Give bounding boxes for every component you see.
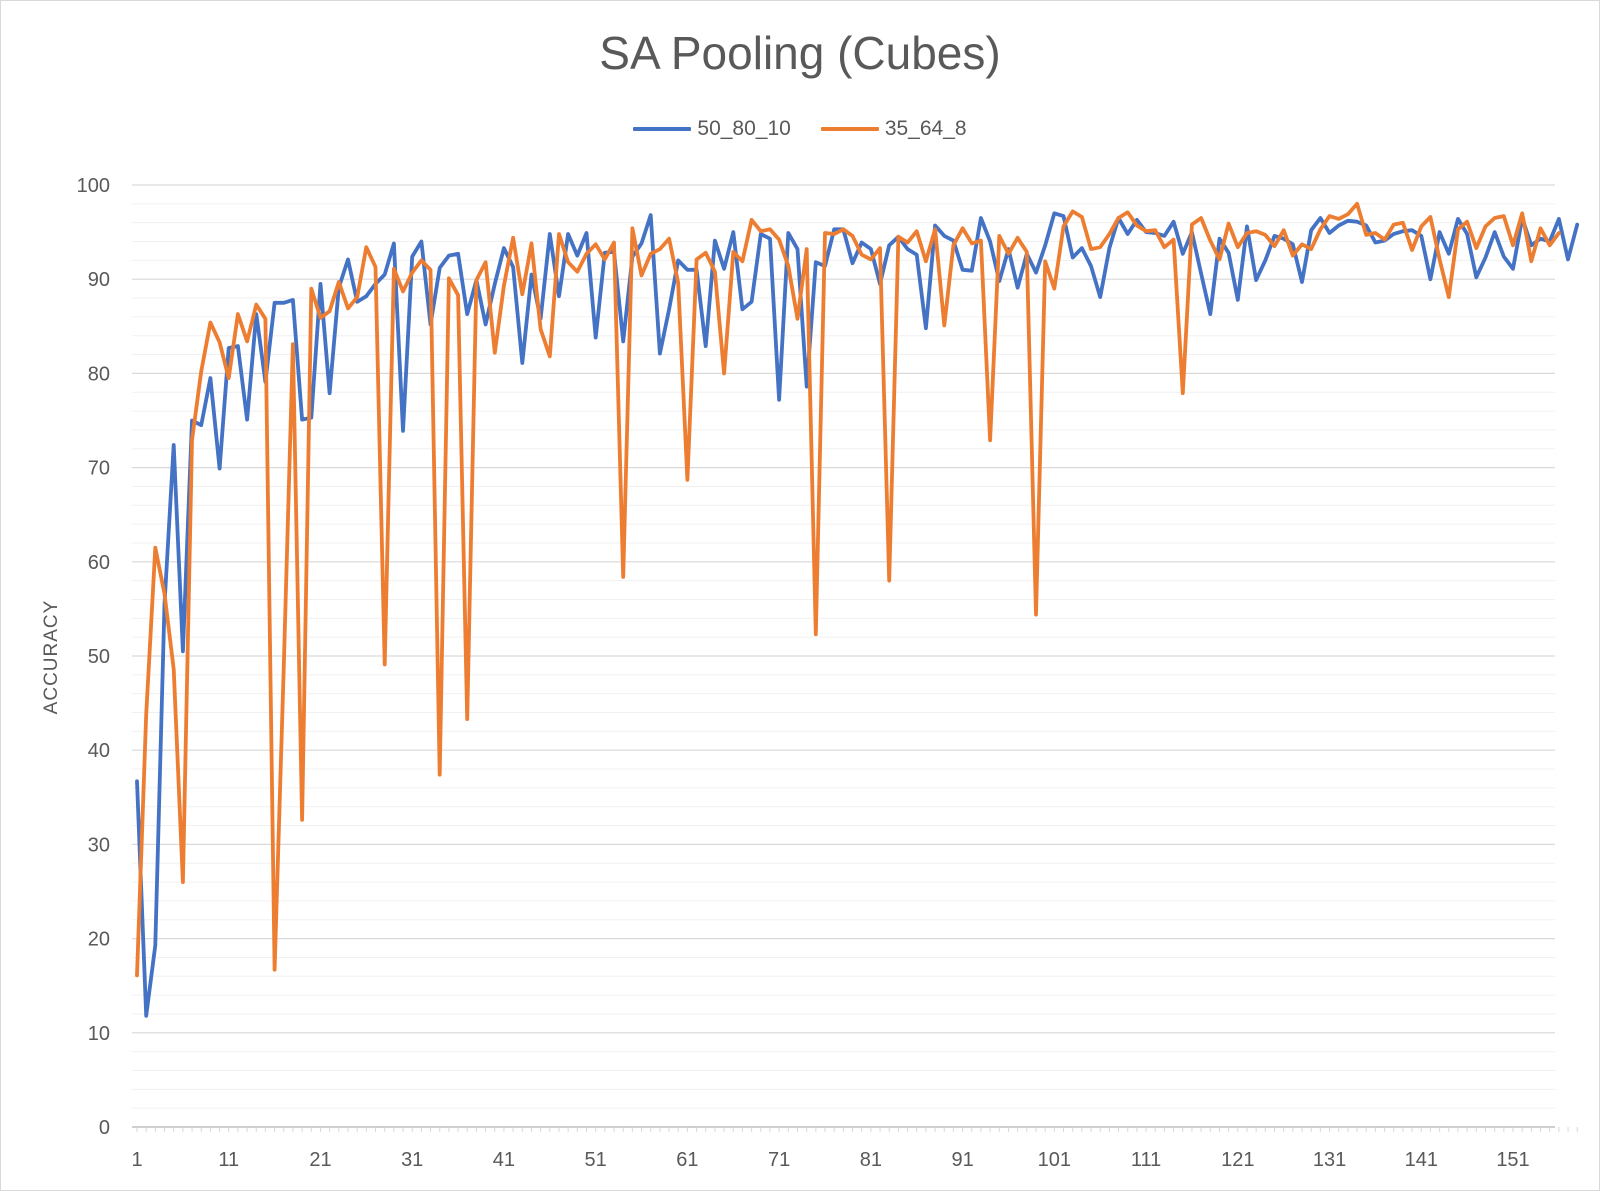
x-tick-label: 41 (493, 1149, 515, 1171)
x-tick-label: 1 (131, 1149, 142, 1171)
x-tick-label: 71 (768, 1149, 790, 1171)
x-tick-label: 141 (1405, 1149, 1438, 1171)
x-tick-label: 81 (860, 1149, 882, 1171)
x-tick-label: 61 (676, 1149, 698, 1171)
y-tick-label: 60 (88, 552, 110, 574)
y-tick-label: 30 (88, 834, 110, 856)
minor-gridlines (132, 203, 1555, 1109)
y-tick-label: 80 (88, 363, 110, 385)
legend-label-series-2: 35_64_8 (884, 117, 967, 140)
legend-item-series-2: 35_64_8 (820, 117, 967, 141)
y-tick-label: 50 (88, 646, 110, 668)
legend-swatch-series-2 (820, 127, 879, 131)
major-gridlines (132, 184, 1555, 1128)
y-tick-labels: 0 10 20 30 40 50 60 70 80 90 100 (77, 175, 110, 1139)
x-tick-label: 21 (309, 1149, 331, 1171)
legend-label-series-1: 50_80_10 (697, 117, 791, 140)
chart-title: SA Pooling (Cubes) (599, 27, 1001, 79)
x-tick-labels: 1 11 21 31 41 51 61 71 81 91 101 111 121 131 141 151 (131, 1127, 1578, 1171)
x-tick-label: 101 (1038, 1149, 1071, 1171)
x-tick-label: 111 (1131, 1149, 1161, 1171)
x-tick-label: 131 (1313, 1149, 1346, 1171)
series-lines (135, 201, 1580, 1018)
y-tick-label: 70 (88, 458, 110, 480)
series-line-1 (135, 211, 1580, 1018)
x-tick-label: 51 (585, 1149, 607, 1171)
x-tick-label: 151 (1496, 1149, 1529, 1171)
series-line-2 (135, 201, 1561, 978)
x-tick-label: 121 (1221, 1149, 1254, 1171)
y-tick-label: 10 (88, 1023, 110, 1045)
legend: 50_80_10 35_64_8 (0, 117, 1600, 141)
x-tick-label: 31 (401, 1149, 423, 1171)
y-tick-label: 20 (88, 929, 110, 951)
legend-swatch-series-1 (633, 127, 692, 131)
y-tick-label: 90 (88, 269, 110, 291)
y-tick-label: 100 (77, 175, 110, 197)
y-tick-label: 0 (99, 1117, 110, 1139)
legend-item-series-1: 50_80_10 (633, 117, 791, 141)
x-tick-label: 11 (218, 1149, 239, 1171)
x-tick-label: 91 (951, 1149, 973, 1171)
y-tick-label: 40 (88, 740, 110, 762)
